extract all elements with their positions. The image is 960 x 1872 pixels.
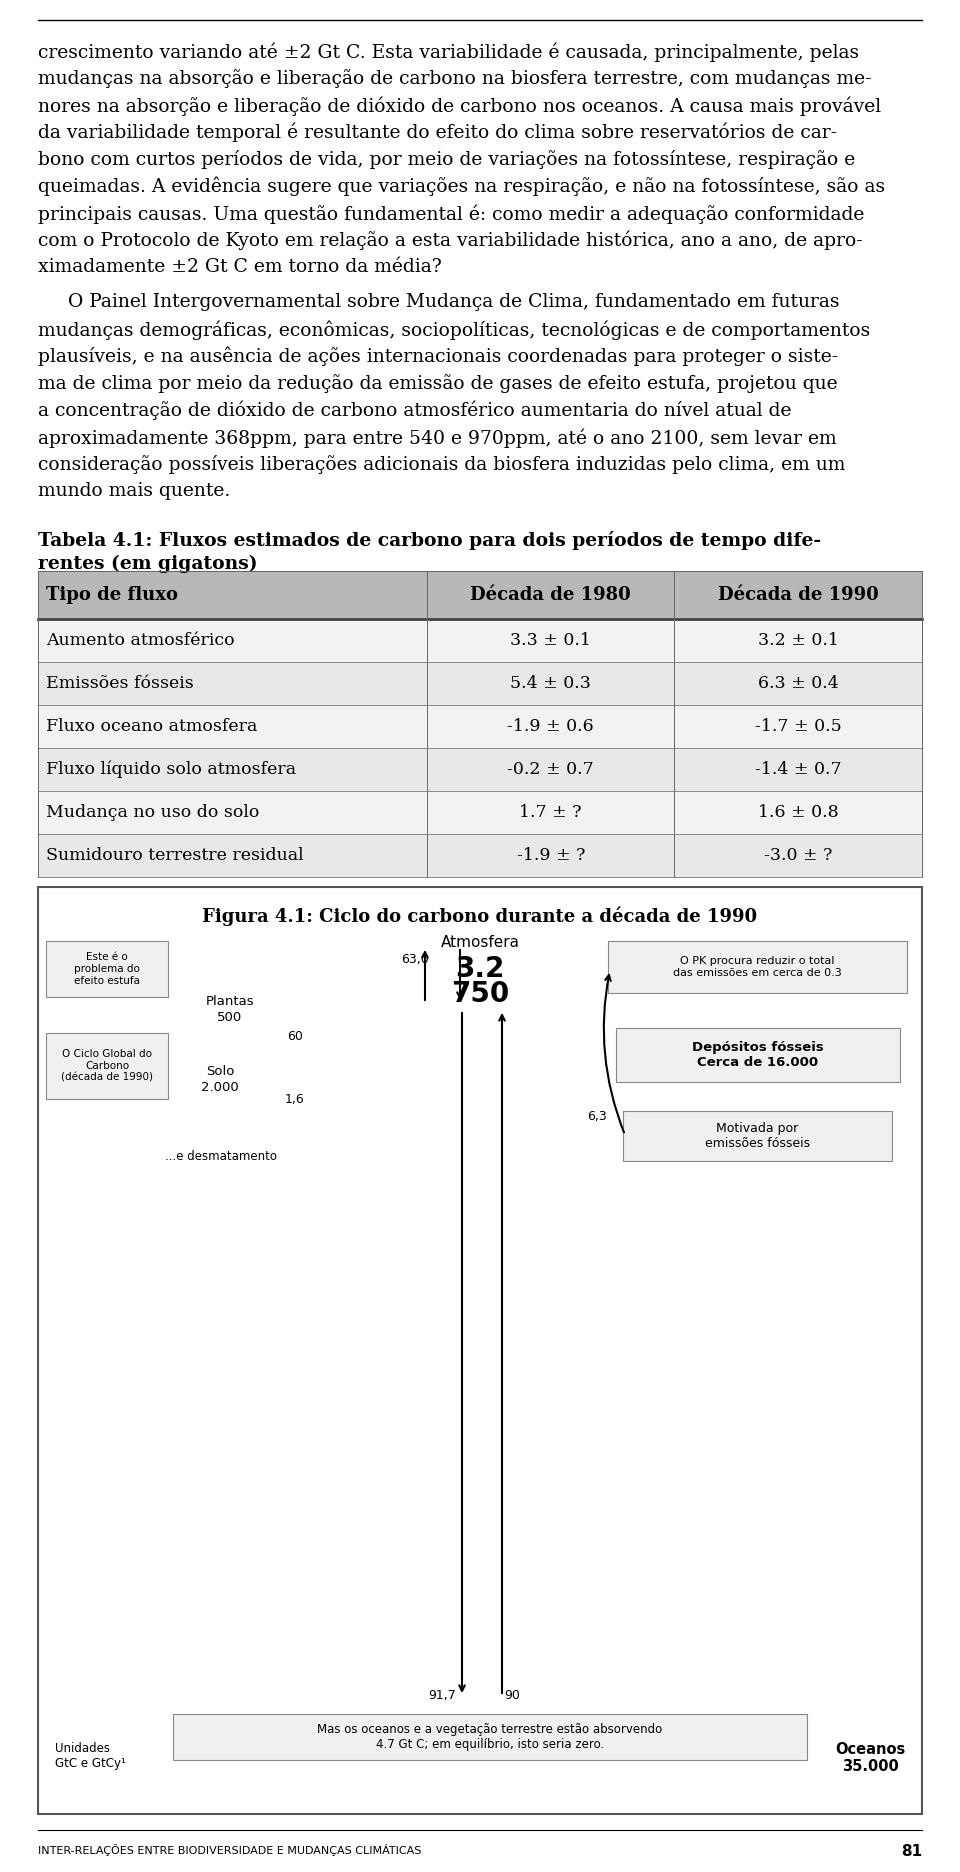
Text: Mudança no uso do solo: Mudança no uso do solo <box>46 803 259 822</box>
Text: ximadamente ±2 Gt C em torno da média?: ximadamente ±2 Gt C em torno da média? <box>38 258 442 275</box>
Text: 3.3 ± 0.1: 3.3 ± 0.1 <box>511 633 591 650</box>
Text: 81: 81 <box>900 1844 922 1859</box>
Text: Este é o
problema do
efeito estufa: Este é o problema do efeito estufa <box>74 953 140 985</box>
Bar <box>38 887 922 1814</box>
Text: 3.2 ± 0.1: 3.2 ± 0.1 <box>757 633 839 650</box>
Text: Sumidouro terrestre residual: Sumidouro terrestre residual <box>46 846 303 865</box>
Text: Solo: Solo <box>205 1065 234 1078</box>
Text: 1,6: 1,6 <box>285 1093 305 1106</box>
Text: Fluxo líquido solo atmosfera: Fluxo líquido solo atmosfera <box>46 760 296 779</box>
Text: Aumento atmosférico: Aumento atmosférico <box>46 633 234 650</box>
Text: Fluxo oceano atmosfera: Fluxo oceano atmosfera <box>46 719 257 736</box>
Text: da variabilidade temporal é resultante do efeito do clima sobre reservatórios de: da variabilidade temporal é resultante d… <box>38 124 837 142</box>
Text: O Painel Intergovernamental sobre Mudança de Clima, fundamentado em futuras: O Painel Intergovernamental sobre Mudanç… <box>38 294 839 311</box>
Bar <box>38 835 922 876</box>
Text: -0.2 ± 0.7: -0.2 ± 0.7 <box>507 762 594 779</box>
Bar <box>38 571 922 620</box>
Bar <box>38 663 922 706</box>
Text: Década de 1990: Década de 1990 <box>718 586 878 605</box>
Text: Atmosfera: Atmosfera <box>441 934 519 949</box>
Text: -1.9 ± ?: -1.9 ± ? <box>516 846 585 865</box>
Text: 6,3: 6,3 <box>588 1110 607 1123</box>
Text: Figura 4.1: Ciclo do carbono durante a década de 1990: Figura 4.1: Ciclo do carbono durante a d… <box>203 908 757 927</box>
Text: -1.4 ± 0.7: -1.4 ± 0.7 <box>755 762 842 779</box>
Text: -1.9 ± 0.6: -1.9 ± 0.6 <box>508 719 594 736</box>
Text: INTER-RELAÇÕES ENTRE BIODIVERSIDADE E MUDANÇAS CLIMÁTICAS: INTER-RELAÇÕES ENTRE BIODIVERSIDADE E MU… <box>38 1844 421 1855</box>
Text: rentes (em gigatons): rentes (em gigatons) <box>38 554 257 573</box>
FancyBboxPatch shape <box>608 942 907 992</box>
Text: principais causas. Uma questão fundamental é: como medir a adequação conformidad: principais causas. Uma questão fundament… <box>38 204 864 223</box>
Text: Década de 1980: Década de 1980 <box>470 586 631 605</box>
Text: 6.3 ± 0.4: 6.3 ± 0.4 <box>757 676 839 693</box>
Text: consideração possíveis liberações adicionais da biosfera induzidas pelo clima, e: consideração possíveis liberações adicio… <box>38 455 846 474</box>
FancyBboxPatch shape <box>616 1028 900 1082</box>
Text: plausíveis, e na ausência de ações internacionais coordenadas para proteger o si: plausíveis, e na ausência de ações inter… <box>38 346 838 367</box>
Text: O Ciclo Global do
Carbono
(década de 1990): O Ciclo Global do Carbono (década de 199… <box>61 1050 153 1082</box>
Text: 1.6 ± 0.8: 1.6 ± 0.8 <box>758 803 838 822</box>
Text: -3.0 ± ?: -3.0 ± ? <box>764 846 832 865</box>
Text: aproximadamente 368ppm, para entre 540 e 970ppm, até o ano 2100, sem levar em: aproximadamente 368ppm, para entre 540 e… <box>38 429 836 447</box>
Text: O PK procura reduzir o total
das emissões em cerca de 0.3: O PK procura reduzir o total das emissõe… <box>673 957 842 977</box>
Text: 5.4 ± 0.3: 5.4 ± 0.3 <box>511 676 591 693</box>
Text: 91,7: 91,7 <box>428 1689 456 1702</box>
Text: 90: 90 <box>504 1689 520 1702</box>
Text: mudanças demográficas, econômicas, sociopolíticas, tecnológicas e de comportamen: mudanças demográficas, econômicas, socio… <box>38 320 871 339</box>
Text: crescimento variando até ±2 Gt C. Esta variabilidade é causada, principalmente, : crescimento variando até ±2 Gt C. Esta v… <box>38 41 859 62</box>
Text: Tipo de fluxo: Tipo de fluxo <box>46 586 178 605</box>
Text: Motivada por
emissões fósseis: Motivada por emissões fósseis <box>705 1121 810 1149</box>
Bar <box>38 749 922 792</box>
Bar <box>38 792 922 835</box>
Text: 60: 60 <box>287 1030 303 1043</box>
Text: Oceanos
35.000: Oceanos 35.000 <box>835 1743 905 1775</box>
Text: bono com curtos períodos de vida, por meio de variações na fotossíntese, respira: bono com curtos períodos de vida, por me… <box>38 150 855 168</box>
Text: com o Protocolo de Kyoto em relação a esta variabilidade histórica, ano a ano, d: com o Protocolo de Kyoto em relação a es… <box>38 230 863 251</box>
Bar <box>38 620 922 663</box>
Text: Plantas: Plantas <box>205 996 254 1007</box>
Text: mundo mais quente.: mundo mais quente. <box>38 481 230 500</box>
Text: mudanças na absorção e liberação de carbono na biosfera terrestre, com mudanças : mudanças na absorção e liberação de carb… <box>38 69 872 88</box>
Text: Depósitos fósseis
Cerca de 16.000: Depósitos fósseis Cerca de 16.000 <box>692 1041 824 1069</box>
Text: Emissões fósseis: Emissões fósseis <box>46 676 194 693</box>
Text: Tabela 4.1: Fluxos estimados de carbono para dois períodos de tempo dife-: Tabela 4.1: Fluxos estimados de carbono … <box>38 532 821 550</box>
Text: 3.2: 3.2 <box>455 955 505 983</box>
FancyBboxPatch shape <box>623 1110 892 1161</box>
Text: a concentração de dióxido de carbono atmosférico aumentaria do nível atual de: a concentração de dióxido de carbono atm… <box>38 401 791 421</box>
Text: ...e desmatamento: ...e desmatamento <box>165 1149 277 1163</box>
Bar <box>38 706 922 749</box>
Text: 500: 500 <box>217 1011 243 1024</box>
Text: 2.000: 2.000 <box>202 1080 239 1093</box>
Text: 750: 750 <box>451 981 509 1007</box>
Text: ma de clima por meio da redução da emissão de gases de efeito estufa, projetou q: ma de clima por meio da redução da emiss… <box>38 374 838 393</box>
Text: -1.7 ± 0.5: -1.7 ± 0.5 <box>755 719 842 736</box>
Text: 1.7 ± ?: 1.7 ± ? <box>519 803 582 822</box>
Text: queimadas. A evidência sugere que variações na respiração, e não na fotossíntese: queimadas. A evidência sugere que variaç… <box>38 178 885 197</box>
Text: Unidades
GtC e GtCy¹: Unidades GtC e GtCy¹ <box>55 1743 126 1771</box>
Text: 63,0: 63,0 <box>401 953 429 966</box>
Text: Mas os oceanos e a vegetação terrestre estão absorvendo
4.7 Gt C; em equilíbrio,: Mas os oceanos e a vegetação terrestre e… <box>318 1722 662 1750</box>
Text: nores na absorção e liberação de dióxido de carbono nos oceanos. A causa mais pr: nores na absorção e liberação de dióxido… <box>38 95 881 116</box>
FancyBboxPatch shape <box>46 1033 168 1099</box>
FancyBboxPatch shape <box>173 1715 807 1760</box>
FancyBboxPatch shape <box>46 942 168 998</box>
